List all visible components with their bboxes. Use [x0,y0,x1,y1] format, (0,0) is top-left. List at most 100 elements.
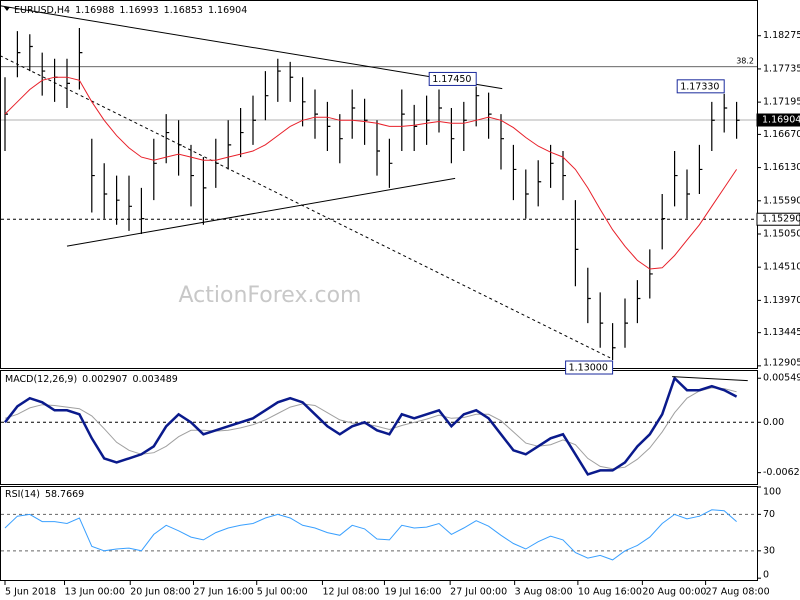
ohlc-bar [153,138,157,201]
ohlc-bar [326,101,331,151]
ohlc-bar [698,144,703,195]
rsi-title: RSI(14) [5,489,40,500]
ohlc-bar [215,138,219,188]
ohlc-bar [227,120,232,170]
ohlc-bar [599,292,604,348]
y-tick-label: 1.16130 [763,162,800,173]
y-tick-label: 70 [763,509,775,520]
price-tag [756,212,800,226]
y-tick-label: 0 [763,570,769,581]
ohlc-bar [54,58,58,102]
ohlc-bar [674,150,678,207]
rsi-pane [0,486,758,581]
ohlc-bar [525,169,529,219]
ohlc-bar [202,157,207,225]
x-tick-label: 27 Aug 08:00 [706,587,770,598]
macd-title: MACD(12,26,9) [5,374,77,385]
x-tick-label: 12 Jul 08:00 [322,587,379,598]
ohlc-bar [562,150,566,201]
ohlc-bar [91,138,95,213]
ohlc-bar [165,114,170,164]
x-tick-label: 27 Jul 00:00 [450,587,507,598]
chart-header: EURUSD,H4 1.16988 1.16993 1.16853 1.16904 [14,5,247,16]
macd-trendline [672,376,748,382]
y-tick-label: 1.16670 [763,129,800,140]
x-tick-label: 13 Jun 00:00 [65,587,125,598]
ohlc-bar [289,61,294,102]
ohlc-bar [339,114,343,164]
ohlc-bar [41,52,46,96]
ohlc-bar [78,28,83,90]
y-tick-label: 1.18275 [763,30,800,41]
macd-line [4,375,738,476]
x-tick-label: 19 Jul 16:00 [384,587,441,598]
macd-signal [4,387,737,470]
ohlc-bar [252,95,256,145]
callout-label: 1.13000 [569,363,608,374]
ohlc-bar [574,200,579,287]
ohlc-bar [649,249,653,299]
ohlc-bar [512,144,517,201]
ohlc-bar [264,71,269,121]
ohlc-bar [302,77,306,127]
ohlc-bar [736,101,740,139]
ohlc-bar [190,144,194,207]
ohlc-bar [401,89,405,151]
y-tick-label: 30 [763,545,775,556]
callout-box [565,360,614,375]
quote-value: 1.16988 [75,5,114,16]
ohlc-bar [661,194,666,250]
quote-value: 1.16993 [119,5,158,16]
y-tick-label: 100 [763,487,781,498]
y-tick-label: 0.005498 [763,373,800,384]
trendline [0,5,503,90]
y-tick-label: 1.15050 [763,228,800,239]
ohlc-bar [351,89,356,139]
ohlc-bar [612,323,616,361]
ohlc-bar [537,160,542,207]
fib-label: 38.2 [736,56,754,65]
ohlc-bar [475,86,480,127]
macd-readout: 0.002907 [82,374,127,385]
macd-header: MACD(12,26,9) 0.002907 0.003489 [5,374,178,385]
ohlc-bar [500,114,504,170]
rsi-header: RSI(14) 58.7669 [5,489,84,500]
callout-box [676,79,725,94]
y-tick-label: 1.17735 [763,63,800,74]
ohlc-bar [16,31,21,78]
ohlc-bar [636,280,641,324]
quote-value: 1.16853 [164,5,203,16]
ohlc-bar [450,107,455,164]
ohlc-bar [686,169,690,219]
callout-label: 1.17330 [680,81,719,92]
ohlc-bar [550,144,554,188]
callout-label: 1.17450 [432,74,471,85]
y-tick-label: 1.12905 [763,358,800,369]
ohlc-bar [178,120,182,176]
x-tick-label: 5 Jul 00:00 [257,587,308,598]
y-tick-label: 0.00 [763,417,784,428]
ohlc-bar [66,58,70,108]
trendline [66,177,456,247]
price-tag-label: 1.16904 [762,115,800,126]
price-tag-label: 1.15290 [762,214,800,225]
macd-readout: 0.003489 [133,374,178,385]
x-tick-label: 3 Aug 08:00 [515,587,573,598]
header-arrow [4,7,10,11]
ohlc-bar [723,93,728,133]
y-tick-label: 1.15590 [763,195,800,206]
y-tick-label: 1.14510 [763,262,800,273]
x-tick-label: 20 Jun 08:00 [130,587,190,598]
symbol: EURUSD,H4 [14,5,70,16]
y-tick-label: 1.13445 [763,327,800,338]
x-tick-label: 27 Jun 16:00 [193,587,253,598]
x-tick-label: 10 Aug 16:00 [578,587,642,598]
ohlc-bar [240,107,244,158]
y-tick-label: -0.006283 [763,467,800,478]
ohlc-bar [388,138,393,188]
ohlc-bar [438,89,442,133]
macd-pane [0,370,758,485]
rsi-line [4,509,737,561]
ohlc-bar [314,89,318,139]
